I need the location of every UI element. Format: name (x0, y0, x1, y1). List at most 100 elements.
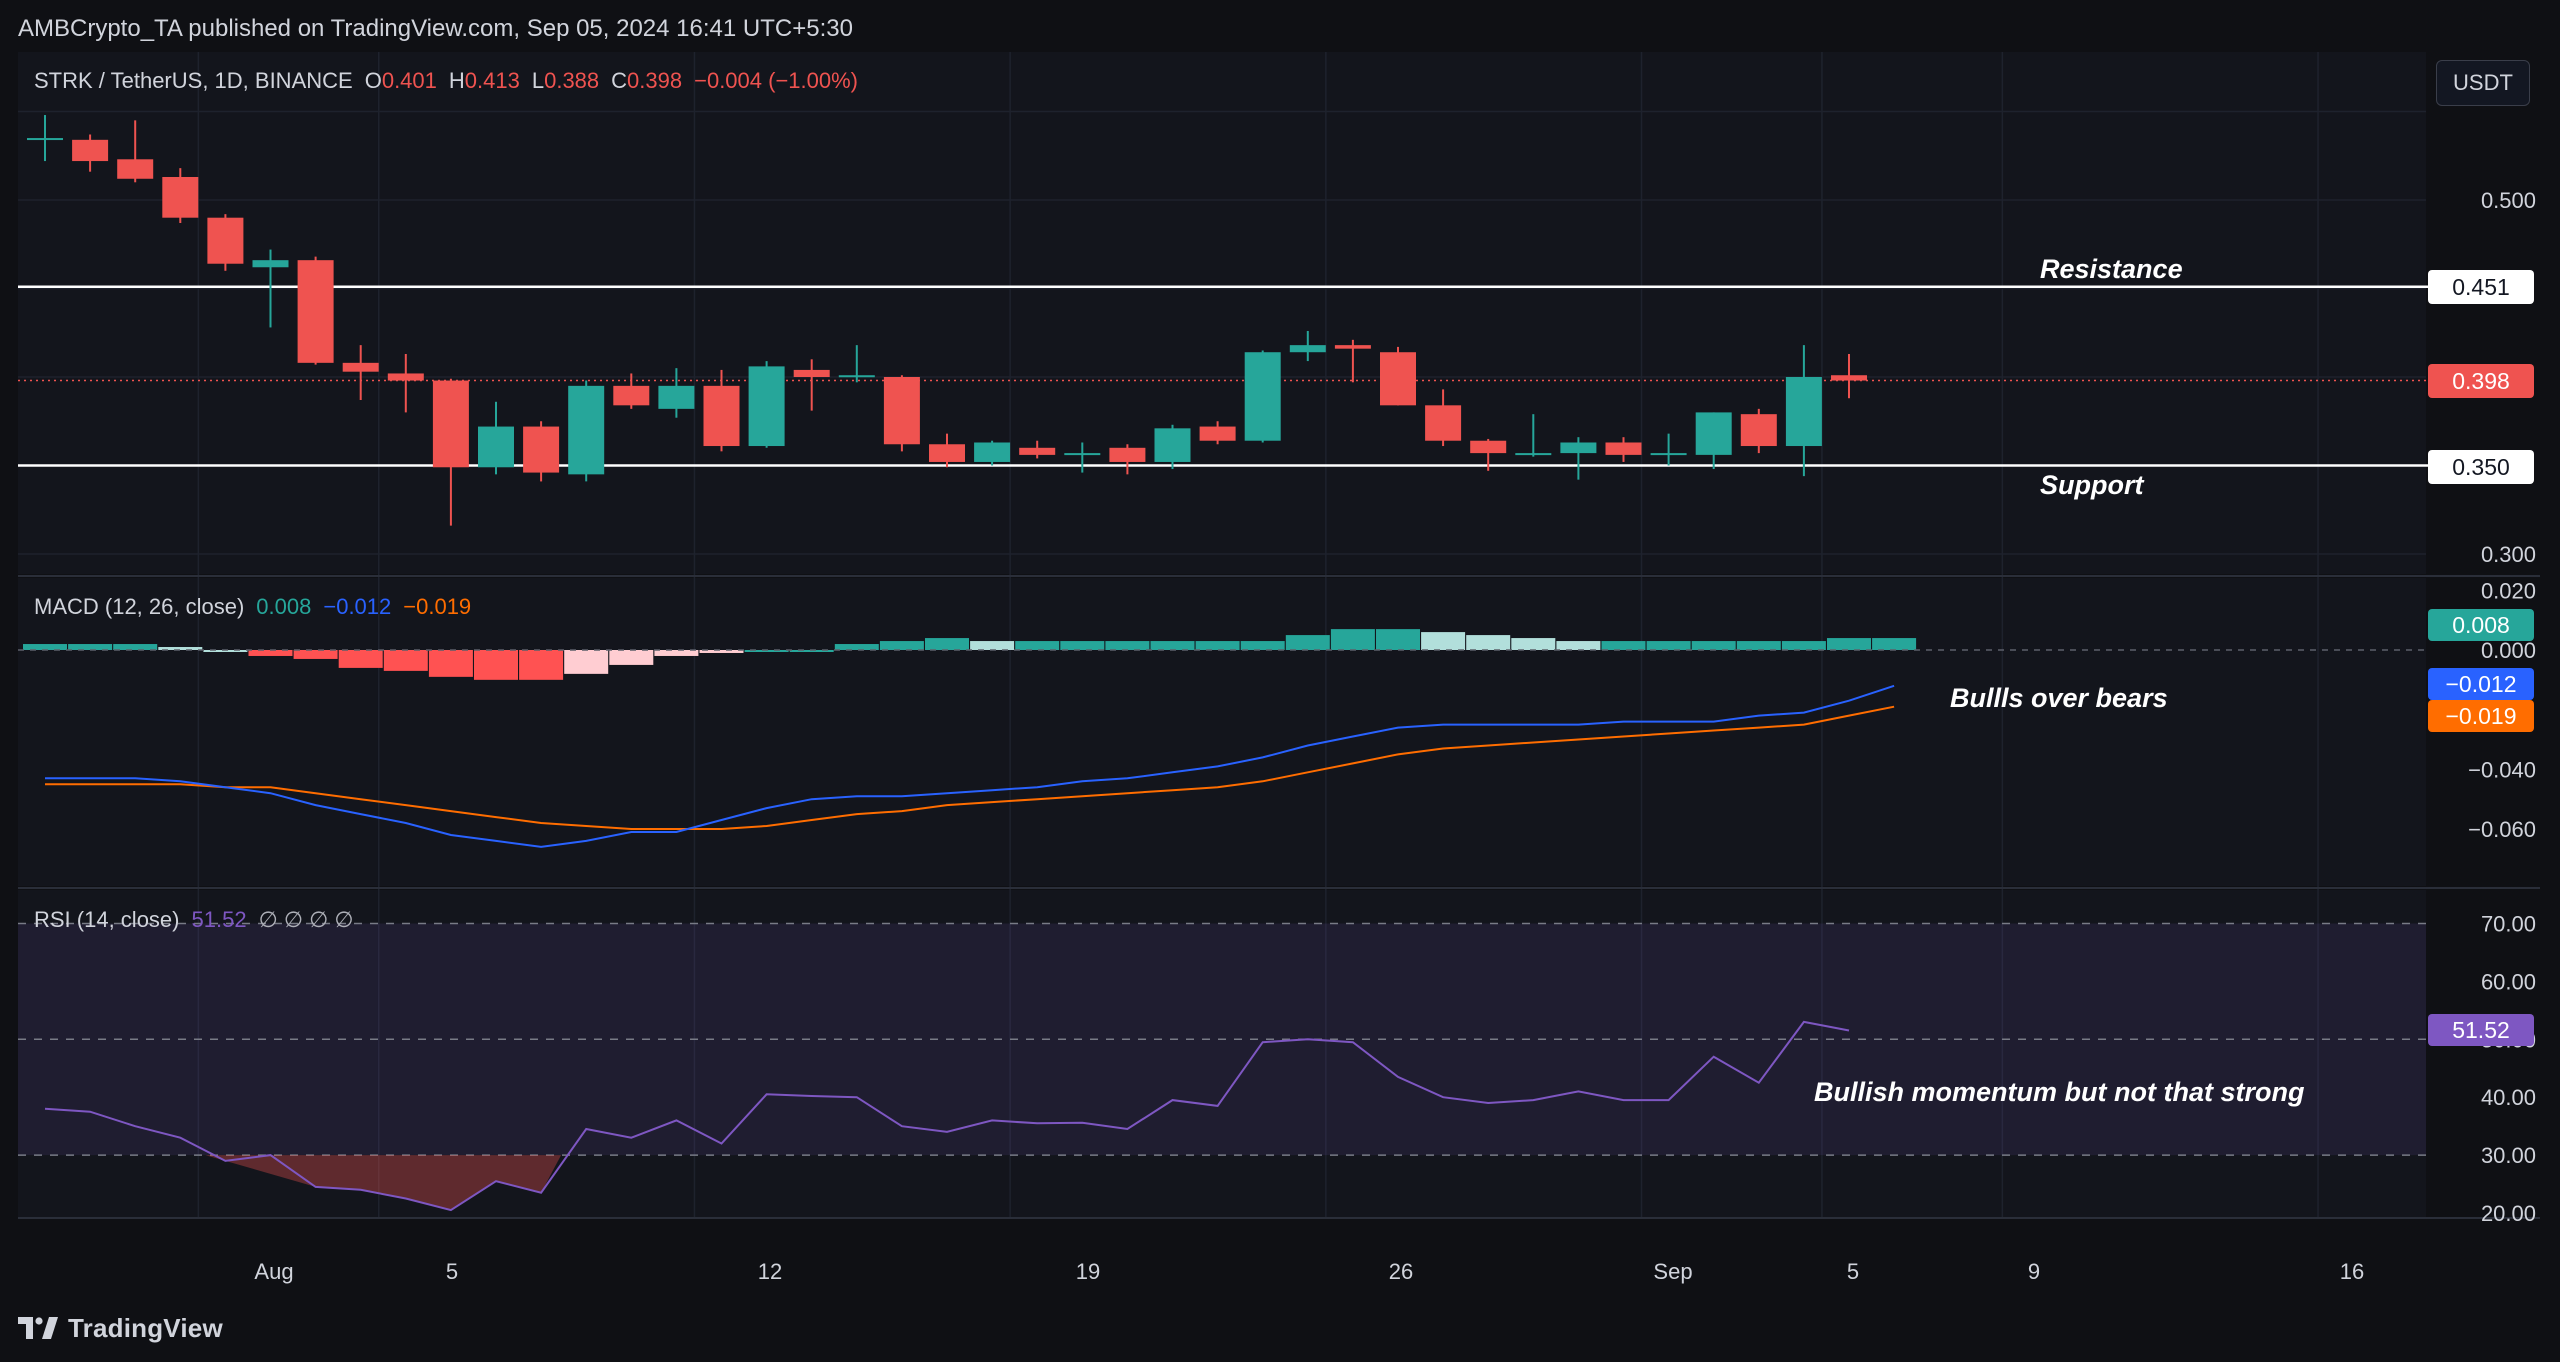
candle (1154, 424, 1191, 470)
candle (1244, 350, 1281, 443)
time-tick-label: 26 (1389, 1259, 1413, 1284)
macd-lines (18, 649, 2426, 848)
macd-histogram-bar (158, 647, 203, 650)
candle-body (1244, 352, 1281, 441)
candle-body (883, 377, 920, 445)
macd-signal-value: −0.019 (403, 594, 471, 619)
candle-body (748, 366, 785, 447)
candle (1785, 345, 1822, 477)
candle-body (568, 385, 605, 475)
macd-histogram-bar (428, 650, 473, 677)
tradingview-logo-icon (18, 1317, 58, 1339)
candle-body (658, 385, 695, 409)
macd-histogram-bar (1105, 641, 1150, 650)
candle-body (1380, 352, 1416, 406)
macd-hist-badge-text: 0.008 (2452, 612, 2510, 638)
resistance-badge: 0.451 (2428, 270, 2534, 304)
macd-histogram-bar (1511, 638, 1556, 650)
open-label: O (365, 68, 382, 93)
resistance-annotation: Resistance (2040, 254, 2183, 284)
candle-body (838, 375, 875, 378)
macd-histogram-bar (1601, 641, 1646, 650)
macd-histogram-bar (654, 650, 699, 656)
candle-body (1425, 405, 1462, 441)
candle-body (1019, 447, 1056, 455)
candle (72, 134, 109, 172)
time-tick-label: 5 (1847, 1259, 1859, 1284)
macd-histogram-bar (1827, 638, 1871, 650)
macd-histogram-bar (1195, 641, 1240, 650)
price-legend: STRK / TetherUS, 1D, BINANCE O0.401 H0.413… (34, 68, 858, 93)
price-tick-label: 0.300 (2481, 542, 2536, 567)
candle-body (252, 260, 289, 268)
macd-line (45, 684, 1895, 848)
resistance-badge-text: 0.451 (2452, 274, 2510, 300)
macd-line-value: −0.012 (323, 594, 391, 619)
candle-body (297, 260, 334, 363)
price-pane (18, 52, 2426, 574)
candle-body (1109, 447, 1146, 462)
time-tick-label: 9 (2028, 1259, 2040, 1284)
macd-histogram-bar (1060, 641, 1105, 650)
candle (432, 378, 469, 526)
support-badge: 0.350 (2428, 450, 2534, 484)
candle (27, 115, 63, 162)
time-tick-label: 16 (2340, 1259, 2364, 1284)
rsi-value: 51.52 (192, 907, 247, 932)
candle (1831, 353, 1867, 399)
time-tick-label: 19 (1076, 1259, 1100, 1284)
macd-histogram-bar (68, 644, 113, 650)
candle (1019, 440, 1056, 459)
candle (1695, 412, 1732, 470)
macd-histogram-bar (834, 644, 879, 650)
macd-tick-label: 0.020 (2481, 578, 2536, 603)
candle (1380, 346, 1416, 406)
candle (387, 353, 424, 413)
macd-histogram-bar (1150, 641, 1195, 650)
rsi-legend: RSI (14, close) 51.52 ∅ ∅ ∅ ∅ (34, 907, 354, 932)
macd-histogram-bar (1285, 635, 1330, 650)
candle-body (1560, 442, 1597, 454)
candle (974, 440, 1011, 466)
rsi-tick-label: 30.00 (2481, 1143, 2536, 1168)
macd-annotation: Bullls over bears (1950, 683, 2168, 713)
macd-histogram-bar (113, 644, 158, 650)
candle-body (207, 217, 244, 264)
candle (523, 421, 560, 482)
candle-body (162, 176, 199, 218)
candle-body (72, 139, 109, 162)
candle (658, 368, 695, 418)
candle-body (974, 442, 1011, 462)
candle (342, 345, 379, 401)
macd-histogram-bar (879, 641, 924, 650)
macd-histogram-bar (1240, 641, 1285, 650)
open-value: 0.401 (382, 68, 437, 93)
candle-body (342, 362, 379, 372)
macd-tick-label: −0.060 (2468, 817, 2536, 842)
candle (1425, 389, 1462, 447)
candle-body (432, 380, 469, 468)
rsi-lines (44, 1020, 1850, 1212)
candle-body (1154, 428, 1191, 462)
macd-hist-value: 0.008 (256, 594, 311, 619)
symbol-name: STRK / TetherUS, 1D, BINANCE (34, 68, 353, 93)
publisher-header: AMBCrypto_TA published on TradingView.co… (18, 15, 853, 42)
macd-histogram-bar (248, 650, 293, 656)
candle (1199, 421, 1236, 445)
high-label: H (449, 68, 465, 93)
time-tick-label: 12 (758, 1259, 782, 1284)
rsi-tick-label: 70.00 (2481, 912, 2536, 937)
macd-histogram-bar (609, 650, 654, 665)
candle-body (703, 385, 740, 447)
candle (568, 380, 605, 482)
currency-button[interactable]: USDT (2436, 60, 2530, 106)
macd-histogram-bar (925, 638, 969, 650)
tradingview-brand[interactable]: TradingView (18, 1312, 223, 1344)
candle (748, 361, 785, 448)
candle (1515, 414, 1552, 457)
rsi-annotation: Bullish momentum but not that strong (1814, 1077, 2305, 1107)
support-badge-text: 0.350 (2452, 454, 2510, 480)
macd-histogram-bar (383, 650, 428, 671)
candle (297, 256, 334, 365)
